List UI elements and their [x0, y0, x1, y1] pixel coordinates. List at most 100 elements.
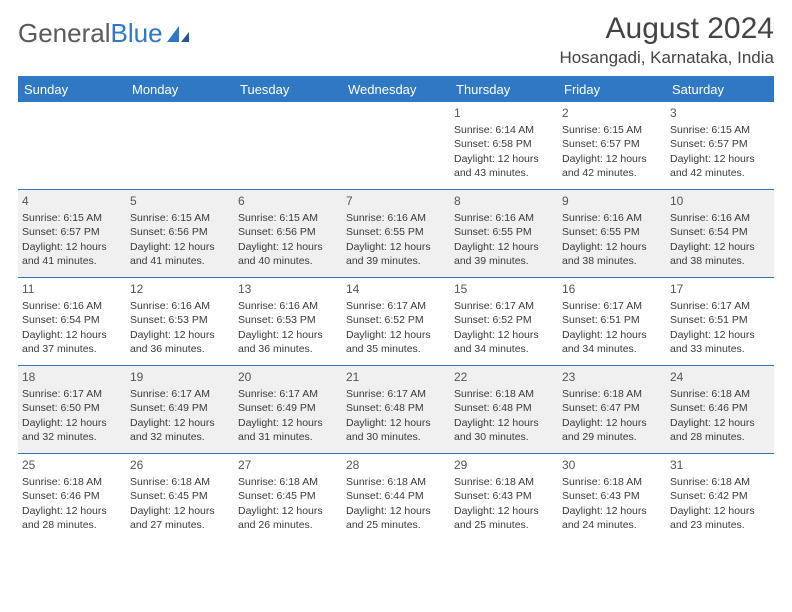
calendar-day-cell: 25Sunrise: 6:18 AMSunset: 6:46 PMDayligh…	[18, 454, 126, 542]
sunrise-line: Sunrise: 6:18 AM	[346, 475, 446, 489]
day-number: 20	[238, 369, 338, 385]
sunrise-line: Sunrise: 6:15 AM	[22, 211, 122, 225]
sunrise-line: Sunrise: 6:17 AM	[130, 387, 230, 401]
calendar-day-cell: 22Sunrise: 6:18 AMSunset: 6:48 PMDayligh…	[450, 366, 558, 454]
calendar-day-cell: 10Sunrise: 6:16 AMSunset: 6:54 PMDayligh…	[666, 190, 774, 278]
daylight-line: Daylight: 12 hours and 26 minutes.	[238, 504, 338, 532]
calendar-day-cell: 26 Sunrise: 6:18 AMSunset: 6:45 PMDayligh…	[126, 454, 234, 542]
calendar-body: 1Sunrise: 6:14 AMSunset: 6:58 PMDaylight…	[18, 102, 774, 542]
calendar-empty-cell	[342, 102, 450, 190]
sunrise-line: Sunrise: 6:15 AM	[238, 211, 338, 225]
calendar-day-cell: 18Sunrise: 6:17 AMSunset: 6:50 PMDayligh…	[18, 366, 126, 454]
calendar-table: SundayMondayTuesdayWednesdayThursdayFrid…	[18, 76, 774, 542]
logo-sail-icon	[165, 24, 191, 44]
day-number: 16	[562, 281, 662, 297]
sunset-line: Sunset: 6:46 PM	[670, 401, 770, 415]
sunset-line: Sunset: 6:57 PM	[670, 137, 770, 151]
day-number: 1	[454, 105, 554, 121]
day-number: 7	[346, 193, 446, 209]
logo: GeneralBlue	[18, 12, 191, 49]
day-number: 31	[670, 457, 770, 473]
sunrise-line: Sunrise: 6:16 AM	[670, 211, 770, 225]
sunset-line: Sunset: 6:52 PM	[454, 313, 554, 327]
day-header: Wednesday	[342, 77, 450, 102]
calendar-day-cell: 14Sunrise: 6:17 AMSunset: 6:52 PMDayligh…	[342, 278, 450, 366]
calendar-day-cell: 8Sunrise: 6:16 AMSunset: 6:55 PMDaylight…	[450, 190, 558, 278]
day-number: 19	[130, 369, 230, 385]
day-number: 28	[346, 457, 446, 473]
day-header: Tuesday	[234, 77, 342, 102]
title-block: August 2024 Hosangadi, Karnataka, India	[559, 12, 774, 68]
sunset-line: Sunset: 6:55 PM	[562, 225, 662, 239]
sunrise-line: Sunrise: 6:17 AM	[22, 387, 122, 401]
calendar-day-cell: 16Sunrise: 6:17 AMSunset: 6:51 PMDayligh…	[558, 278, 666, 366]
day-header: Thursday	[450, 77, 558, 102]
sunrise-line: Sunrise: 6:18 AM	[130, 475, 230, 489]
sunrise-line: Sunrise: 6:16 AM	[22, 299, 122, 313]
calendar-week-row: 4Sunrise: 6:15 AMSunset: 6:57 PMDaylight…	[18, 190, 774, 278]
day-number: 29	[454, 457, 554, 473]
daylight-line: Daylight: 12 hours and 35 minutes.	[346, 328, 446, 356]
sunrise-line: Sunrise: 6:18 AM	[670, 475, 770, 489]
calendar-day-cell: 1Sunrise: 6:14 AMSunset: 6:58 PMDaylight…	[450, 102, 558, 190]
sunrise-line: Sunrise: 6:16 AM	[130, 299, 230, 313]
daylight-line: Daylight: 12 hours and 39 minutes.	[346, 240, 446, 268]
logo-text-general: General	[18, 18, 111, 49]
day-number: 26	[130, 457, 230, 473]
daylight-line: Daylight: 12 hours and 27 minutes.	[130, 504, 230, 532]
daylight-line: Daylight: 12 hours and 24 minutes.	[562, 504, 662, 532]
calendar-week-row: 25Sunrise: 6:18 AMSunset: 6:46 PMDayligh…	[18, 454, 774, 542]
sunrise-line: Sunrise: 6:17 AM	[454, 299, 554, 313]
daylight-line: Daylight: 12 hours and 38 minutes.	[562, 240, 662, 268]
calendar-day-cell: 21Sunrise: 6:17 AMSunset: 6:48 PMDayligh…	[342, 366, 450, 454]
sunrise-line: Sunrise: 6:18 AM	[22, 475, 122, 489]
sunset-line: Sunset: 6:48 PM	[346, 401, 446, 415]
sunrise-line: Sunrise: 6:17 AM	[562, 299, 662, 313]
sunset-line: Sunset: 6:49 PM	[238, 401, 338, 415]
daylight-line: Daylight: 12 hours and 30 minutes.	[454, 416, 554, 444]
calendar-day-cell: 28Sunrise: 6:18 AMSunset: 6:44 PMDayligh…	[342, 454, 450, 542]
day-number: 24	[670, 369, 770, 385]
calendar-day-cell: 17Sunrise: 6:17 AMSunset: 6:51 PMDayligh…	[666, 278, 774, 366]
month-title: August 2024	[559, 12, 774, 46]
day-number: 12	[130, 281, 230, 297]
day-number: 30	[562, 457, 662, 473]
calendar-day-cell: 3 Sunrise: 6:15 AMSunset: 6:57 PMDaylight…	[666, 102, 774, 190]
calendar-day-cell: 30Sunrise: 6:18 AMSunset: 6:43 PMDayligh…	[558, 454, 666, 542]
sunrise-line: Sunrise: 6:17 AM	[346, 387, 446, 401]
sunset-line: Sunset: 6:48 PM	[454, 401, 554, 415]
calendar-day-cell: 23Sunrise: 6:18 AMSunset: 6:47 PMDayligh…	[558, 366, 666, 454]
day-number: 2	[562, 105, 662, 121]
day-header: Monday	[126, 77, 234, 102]
daylight-line: Daylight: 12 hours and 42 minutes.	[670, 152, 770, 180]
day-number: 14	[346, 281, 446, 297]
calendar-day-cell: 24Sunrise: 6:18 AMSunset: 6:46 PMDayligh…	[666, 366, 774, 454]
day-number: 18	[22, 369, 122, 385]
daylight-line: Daylight: 12 hours and 37 minutes.	[22, 328, 122, 356]
daylight-line: Daylight: 12 hours and 36 minutes.	[238, 328, 338, 356]
sunset-line: Sunset: 6:53 PM	[238, 313, 338, 327]
calendar-day-cell: 6Sunrise: 6:15 AMSunset: 6:56 PMDaylight…	[234, 190, 342, 278]
page-header: GeneralBlue August 2024 Hosangadi, Karna…	[18, 12, 774, 68]
sunrise-line: Sunrise: 6:16 AM	[346, 211, 446, 225]
calendar-day-cell: 12Sunrise: 6:16 AMSunset: 6:53 PMDayligh…	[126, 278, 234, 366]
sunset-line: Sunset: 6:51 PM	[670, 313, 770, 327]
daylight-line: Daylight: 12 hours and 39 minutes.	[454, 240, 554, 268]
day-number: 3	[670, 105, 770, 121]
day-header: Sunday	[18, 77, 126, 102]
sunrise-line: Sunrise: 6:17 AM	[238, 387, 338, 401]
sunset-line: Sunset: 6:55 PM	[346, 225, 446, 239]
day-number: 8	[454, 193, 554, 209]
daylight-line: Daylight: 12 hours and 28 minutes.	[22, 504, 122, 532]
daylight-line: Daylight: 12 hours and 38 minutes.	[670, 240, 770, 268]
sunset-line: Sunset: 6:45 PM	[130, 489, 230, 503]
daylight-line: Daylight: 12 hours and 32 minutes.	[130, 416, 230, 444]
sunrise-line: Sunrise: 6:15 AM	[670, 123, 770, 137]
sunset-line: Sunset: 6:42 PM	[670, 489, 770, 503]
daylight-line: Daylight: 12 hours and 29 minutes.	[562, 416, 662, 444]
daylight-line: Daylight: 12 hours and 41 minutes.	[22, 240, 122, 268]
sunrise-line: Sunrise: 6:17 AM	[670, 299, 770, 313]
sunset-line: Sunset: 6:47 PM	[562, 401, 662, 415]
sunset-line: Sunset: 6:56 PM	[238, 225, 338, 239]
sunrise-line: Sunrise: 6:15 AM	[562, 123, 662, 137]
